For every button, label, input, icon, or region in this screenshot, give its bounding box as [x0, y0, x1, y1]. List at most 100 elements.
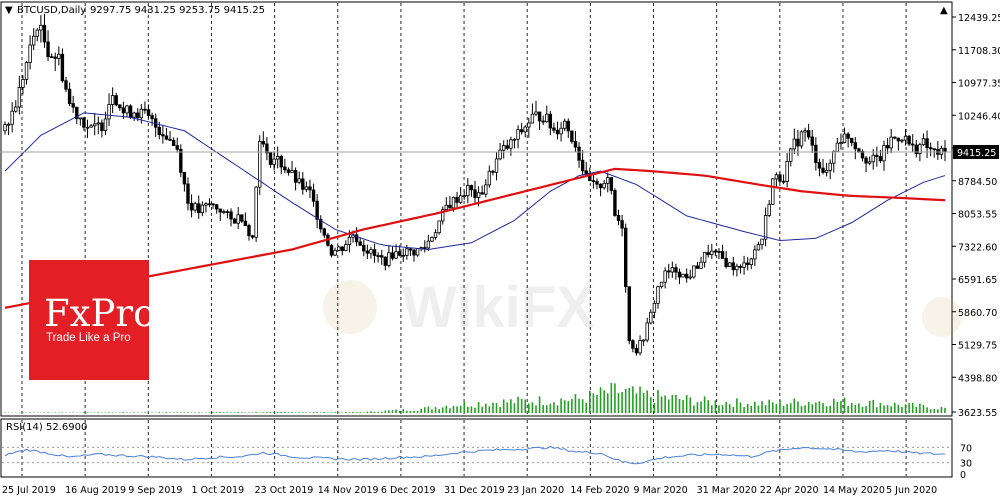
candle-body — [882, 145, 886, 162]
candle-body — [394, 251, 398, 259]
volume-bar — [388, 410, 390, 413]
volume-bar — [276, 412, 279, 413]
volume-bar — [635, 393, 638, 413]
volume-bar — [237, 412, 240, 413]
candle-body — [473, 189, 477, 198]
volume-bar — [449, 408, 451, 413]
volume-bar — [761, 401, 763, 413]
candle-body — [606, 177, 610, 184]
candle-body — [229, 211, 233, 220]
candle-body — [641, 339, 646, 342]
candle-body — [397, 251, 402, 256]
candle-body — [150, 115, 154, 120]
candle-body — [200, 204, 205, 214]
rsi-tick-label: 30 — [960, 459, 972, 470]
volume-bar — [786, 404, 788, 413]
candle-body — [110, 95, 115, 105]
candle-body — [580, 159, 585, 172]
candle-body — [168, 138, 172, 141]
candle-body — [559, 127, 563, 135]
volume-bar — [187, 412, 189, 413]
candle-body — [918, 144, 922, 154]
candle-body — [480, 192, 484, 195]
rsi-tick-label: 70 — [960, 443, 972, 454]
ohlc-readout: 9297.75 9431.25 9253.75 9415.25 — [90, 5, 265, 16]
volume-bar — [176, 412, 179, 413]
header-arrow-icon: ▼ — [5, 5, 13, 16]
candle-body — [893, 136, 897, 139]
volume-bar — [280, 412, 283, 413]
volume-bar — [459, 405, 462, 413]
volume-bar — [793, 398, 796, 413]
candle-body — [889, 136, 893, 149]
candle-body — [365, 250, 370, 254]
candle-body — [623, 227, 628, 288]
candle-body — [749, 258, 753, 265]
candle-body — [713, 250, 718, 253]
candle-body — [186, 183, 190, 204]
candle-body — [502, 145, 506, 151]
rsi-line — [4, 445, 946, 465]
candle-body — [753, 249, 757, 260]
time-tick-label: 9 Mar 2020 — [634, 485, 688, 496]
candle-body — [283, 166, 287, 171]
candle-body — [157, 126, 161, 135]
volume-bar — [316, 412, 318, 413]
candle-body — [530, 113, 535, 124]
fxpro-logo-box — [29, 260, 149, 380]
volume-bar — [646, 390, 649, 413]
candle-body — [358, 241, 362, 246]
candle-body — [803, 130, 807, 133]
candle-body — [577, 146, 581, 161]
candle-body — [340, 246, 344, 251]
price-tick-label: 5129.75 — [958, 341, 997, 352]
candle-body — [523, 126, 527, 133]
volume-bar — [470, 406, 473, 413]
volume-bar — [416, 410, 419, 413]
candle-body — [161, 134, 165, 137]
volume-bar — [431, 409, 433, 413]
volume-bar — [714, 400, 717, 413]
candle-body — [60, 53, 65, 82]
candle-body — [401, 254, 405, 257]
candle-body — [243, 220, 248, 226]
volume-bar — [495, 403, 498, 413]
candle-body — [297, 178, 301, 183]
candle-body — [659, 281, 664, 288]
time-tick-label: 31 Mar 2020 — [697, 485, 757, 496]
volume-bar — [420, 408, 422, 413]
volume-bar — [240, 412, 243, 413]
volume-bar — [463, 401, 466, 413]
volume-bar — [97, 412, 100, 413]
candle-body — [96, 122, 100, 125]
volume-bar — [334, 412, 336, 413]
volume-bar — [890, 406, 892, 413]
volume-bar — [370, 411, 372, 413]
candle-body — [247, 225, 251, 237]
candle-body — [814, 144, 818, 163]
candle-body — [380, 255, 384, 258]
candle-body — [261, 141, 266, 145]
volume-bar — [531, 402, 534, 413]
candle-body — [778, 174, 782, 182]
candle-body — [89, 125, 93, 128]
scroll-up-icon[interactable]: ▲ — [940, 5, 948, 16]
candle-body — [939, 147, 944, 155]
candle-body — [860, 151, 865, 159]
candle-body — [114, 95, 118, 106]
candle-body — [663, 270, 667, 283]
rsi-axis: 70 300 — [960, 443, 972, 481]
volume-bar — [488, 406, 491, 413]
candle-body — [193, 203, 197, 211]
volume-bar — [937, 409, 939, 413]
candle-body — [329, 244, 334, 256]
candle-body — [71, 103, 75, 108]
volume-bar — [219, 412, 222, 413]
volume-bar — [911, 402, 914, 413]
volume-bar — [567, 400, 570, 413]
volume-bar — [710, 405, 713, 413]
volume-bar — [542, 405, 544, 413]
time-tick-label: 23 Jan 2020 — [507, 485, 564, 496]
candle-body — [706, 252, 710, 255]
candle-body — [125, 105, 129, 114]
